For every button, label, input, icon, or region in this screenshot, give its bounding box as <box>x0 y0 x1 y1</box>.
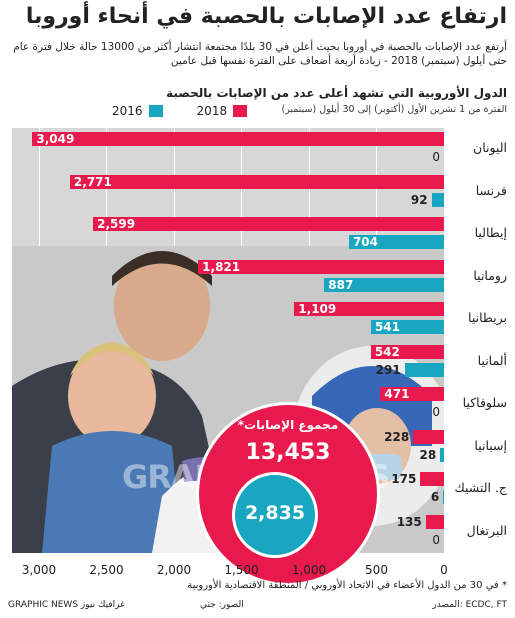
source: المصدر: ECDC, FT <box>432 600 507 610</box>
country-label: ألمانيا <box>477 352 507 368</box>
credit: GRAPHIC NEWS غرافيك نيوز <box>8 600 125 610</box>
bar-2018 <box>420 472 444 486</box>
legend-label-2016: 2016 <box>112 104 143 118</box>
country-label: رومانيا <box>473 267 507 283</box>
legend-label-2018: 2018 <box>196 104 228 118</box>
country-label: بريطانيا <box>468 310 507 325</box>
bar-value-label: 28 <box>419 447 437 462</box>
bar-value-label: 541 <box>374 320 401 334</box>
bar-value-label: 0 <box>432 405 440 419</box>
bar-value-label: 887 <box>328 277 354 292</box>
bar-2018 <box>69 174 444 189</box>
bar-value-label: 2,599 <box>97 217 136 231</box>
country-label: إسبانيا <box>474 437 507 453</box>
country-label: البرتغال <box>466 522 507 538</box>
bar-2018 <box>93 217 444 231</box>
x-tick-label: 0 <box>440 563 448 577</box>
bar-2016 <box>404 362 444 377</box>
x-tick-label: 2,500 <box>89 563 124 577</box>
country-label: إيطاليا <box>474 225 507 240</box>
bar-value-label: 471 <box>384 387 410 401</box>
legend-swatch-2016 <box>148 105 163 117</box>
bar-value-label: 3,049 <box>36 132 75 146</box>
bar-2016 <box>440 447 444 462</box>
x-tick-label: 1,500 <box>224 563 259 577</box>
bar-2018 <box>198 259 444 274</box>
chart-title: الدول الأوروبية التي تشهد أعلى عدد من ال… <box>166 86 507 100</box>
bar-2018 <box>380 387 444 401</box>
bar-value-label: 228 <box>384 429 410 444</box>
legend-swatch-2018 <box>233 105 248 117</box>
bar-2018 <box>425 514 444 529</box>
bar-value-label: 542 <box>374 344 400 359</box>
bar-value-label: 2,771 <box>73 174 112 189</box>
photo-credit: الصور: جتي <box>200 600 244 610</box>
bar-2016 <box>324 277 444 292</box>
bar-value-label: 1,821 <box>202 259 241 274</box>
x-tick-label: 1,000 <box>291 563 327 577</box>
bar-2018 <box>370 344 444 359</box>
bar-2018 <box>32 132 444 146</box>
bar-value-label: 1,109 <box>298 302 337 316</box>
country-label: ج. التشيك <box>454 480 507 495</box>
bar-value-label: 0 <box>432 532 440 547</box>
bar-value-label: 6 <box>430 490 440 504</box>
bar-2016 <box>443 490 444 504</box>
bar-2018 <box>294 302 444 316</box>
bar-2018 <box>413 429 444 444</box>
x-tick-label: 2,000 <box>156 563 192 577</box>
bar-value-label: 175 <box>391 472 417 486</box>
country-label: اليونان <box>473 140 507 155</box>
page-subtitle: أرتفع عدد الإصابات بالحصبة في أوروبا بحي… <box>13 41 507 67</box>
chart-subtitle: الفترة من 1 تشرين الأول (أكتوبر) إلى 30 … <box>281 104 507 115</box>
legend: 2016 2018 <box>112 104 248 118</box>
total-label: مجموع الإصابات* <box>237 418 339 432</box>
bar-value-label: 704 <box>352 235 379 249</box>
total-2018-value: 13,453 <box>245 440 331 465</box>
bar-value-label: 291 <box>375 362 401 377</box>
x-tick-label: 500 <box>365 563 388 577</box>
x-tick-label: 3,000 <box>21 563 57 577</box>
bar-2016 <box>370 320 444 334</box>
country-label: فرنسا <box>475 182 507 198</box>
country-label: سلوفاكيا <box>462 395 507 410</box>
bar-2016 <box>431 192 444 207</box>
bar-value-label: 135 <box>396 514 422 529</box>
bar-2016 <box>348 235 444 249</box>
page-title: ارتفاع عدد الإصابات بالحصبة في أنحاء أور… <box>25 4 507 29</box>
footnote: * في 30 من الدول الأعضاء في الاتحاد الأو… <box>187 580 507 591</box>
bar-value-label: 92 <box>410 192 428 207</box>
plot-area: GRAPHIC NEWS 3,04902,771922,5997041,8218… <box>12 128 444 553</box>
total-2016-value: 2,835 <box>244 502 306 524</box>
total-2016-circle <box>232 472 318 558</box>
bar-value-label: 0 <box>432 150 440 164</box>
